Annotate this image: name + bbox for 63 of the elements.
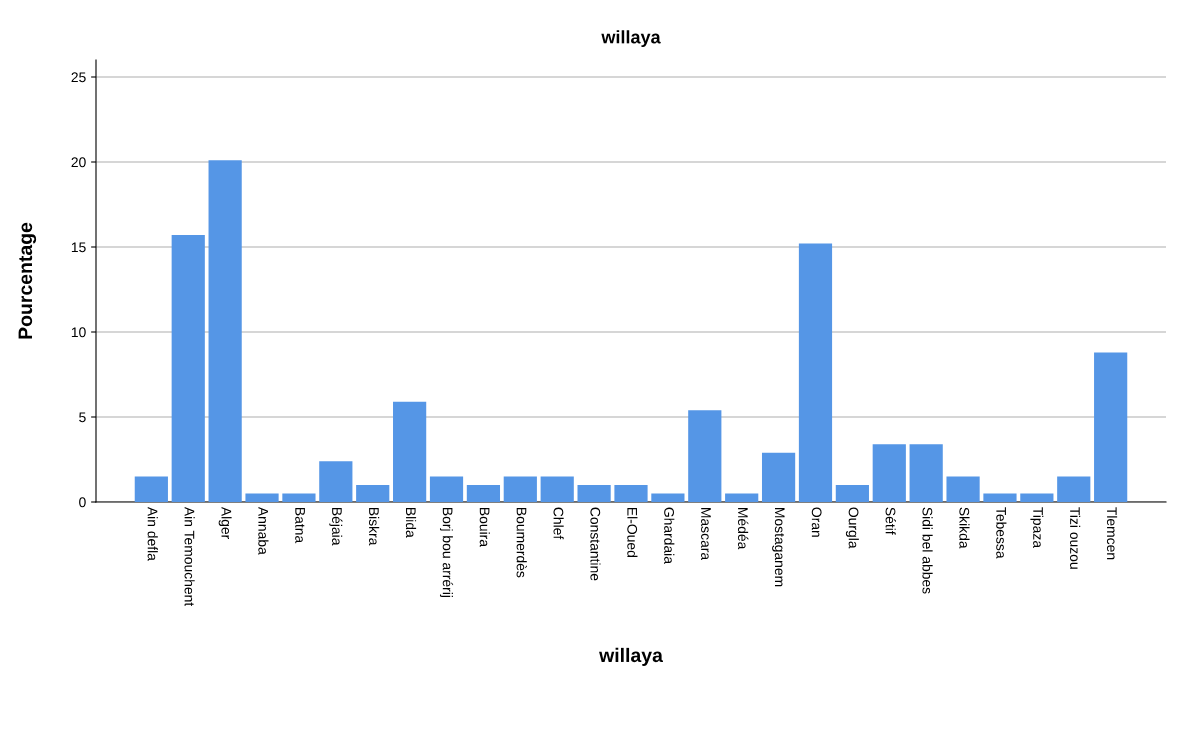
x-tick-label: Sidi bel abbes — [922, 507, 933, 594]
chart-title: willaya — [601, 30, 661, 48]
y-tick-label: 20 — [71, 157, 86, 168]
y-tick-label: 10 — [71, 327, 86, 338]
x-tick-label: Chlef — [553, 507, 564, 540]
x-tick-label: Ain Temouchent — [184, 506, 195, 607]
bar — [356, 485, 390, 502]
bar — [725, 493, 759, 502]
x-tick-label: Skikda — [959, 507, 970, 549]
bar — [577, 485, 611, 502]
x-axis-title: willaya — [599, 647, 664, 666]
bar — [208, 160, 242, 502]
x-tick-label: Tebessa — [996, 507, 1007, 559]
x-tick-label: Médéa — [737, 508, 749, 550]
bar — [245, 493, 279, 502]
bar — [798, 243, 833, 502]
x-tick-label: Béjaia — [329, 508, 343, 546]
x-tick-label: Boumerdès — [516, 508, 527, 578]
bar — [466, 485, 501, 502]
bar — [540, 476, 574, 502]
x-tick-label: Borj bou arrérij — [439, 508, 454, 598]
bar — [1057, 476, 1091, 502]
x-tick-label: Tlemcen — [1106, 507, 1118, 560]
x-tick-label: Alger — [218, 506, 232, 540]
y-tick-label: 15 — [71, 242, 86, 253]
x-tick-label: Mostaganem — [772, 508, 785, 587]
y-axis-title: Pourcentage — [18, 222, 37, 339]
bar — [1094, 352, 1128, 502]
bar — [909, 444, 943, 502]
x-tick-label: Tizi ouzou — [1070, 507, 1081, 569]
bar — [393, 401, 427, 502]
bar — [171, 235, 205, 502]
y-tick-label: 0 — [79, 497, 86, 508]
x-tick-label: Batna — [295, 508, 305, 544]
x-tick-label: Tipaza — [1030, 507, 1044, 549]
x-tick-label: Blida — [405, 508, 417, 538]
bar — [983, 493, 1017, 502]
x-tick-label: Ourgla — [845, 507, 859, 549]
bar — [429, 476, 464, 502]
x-tick-label: Mascara — [701, 508, 711, 561]
x-tick-label: Ghardaia — [664, 507, 675, 564]
x-tick-label: Annaba — [258, 506, 269, 555]
x-tick-label: El-Oued — [627, 508, 638, 557]
y-tick-label: 25 — [71, 72, 86, 83]
bar — [761, 452, 796, 502]
bar — [1020, 493, 1054, 502]
bar — [614, 485, 648, 502]
x-tick-label: Sétif — [885, 507, 896, 535]
bar — [651, 493, 685, 502]
bar — [503, 476, 537, 502]
x-tick-label: Oran — [811, 507, 822, 537]
bar — [688, 410, 722, 502]
bar — [134, 476, 168, 502]
x-tick-label: Ain defla — [147, 506, 158, 561]
x-tick-label: Constantine — [590, 507, 601, 581]
x-tick-label: Biskra — [369, 508, 380, 546]
x-tick-label: Bouira — [479, 508, 490, 548]
bar — [282, 493, 316, 502]
bar — [835, 485, 869, 502]
bar — [946, 476, 980, 502]
bar — [319, 461, 353, 502]
y-tick-label: 5 — [79, 412, 86, 423]
bar — [872, 444, 906, 502]
